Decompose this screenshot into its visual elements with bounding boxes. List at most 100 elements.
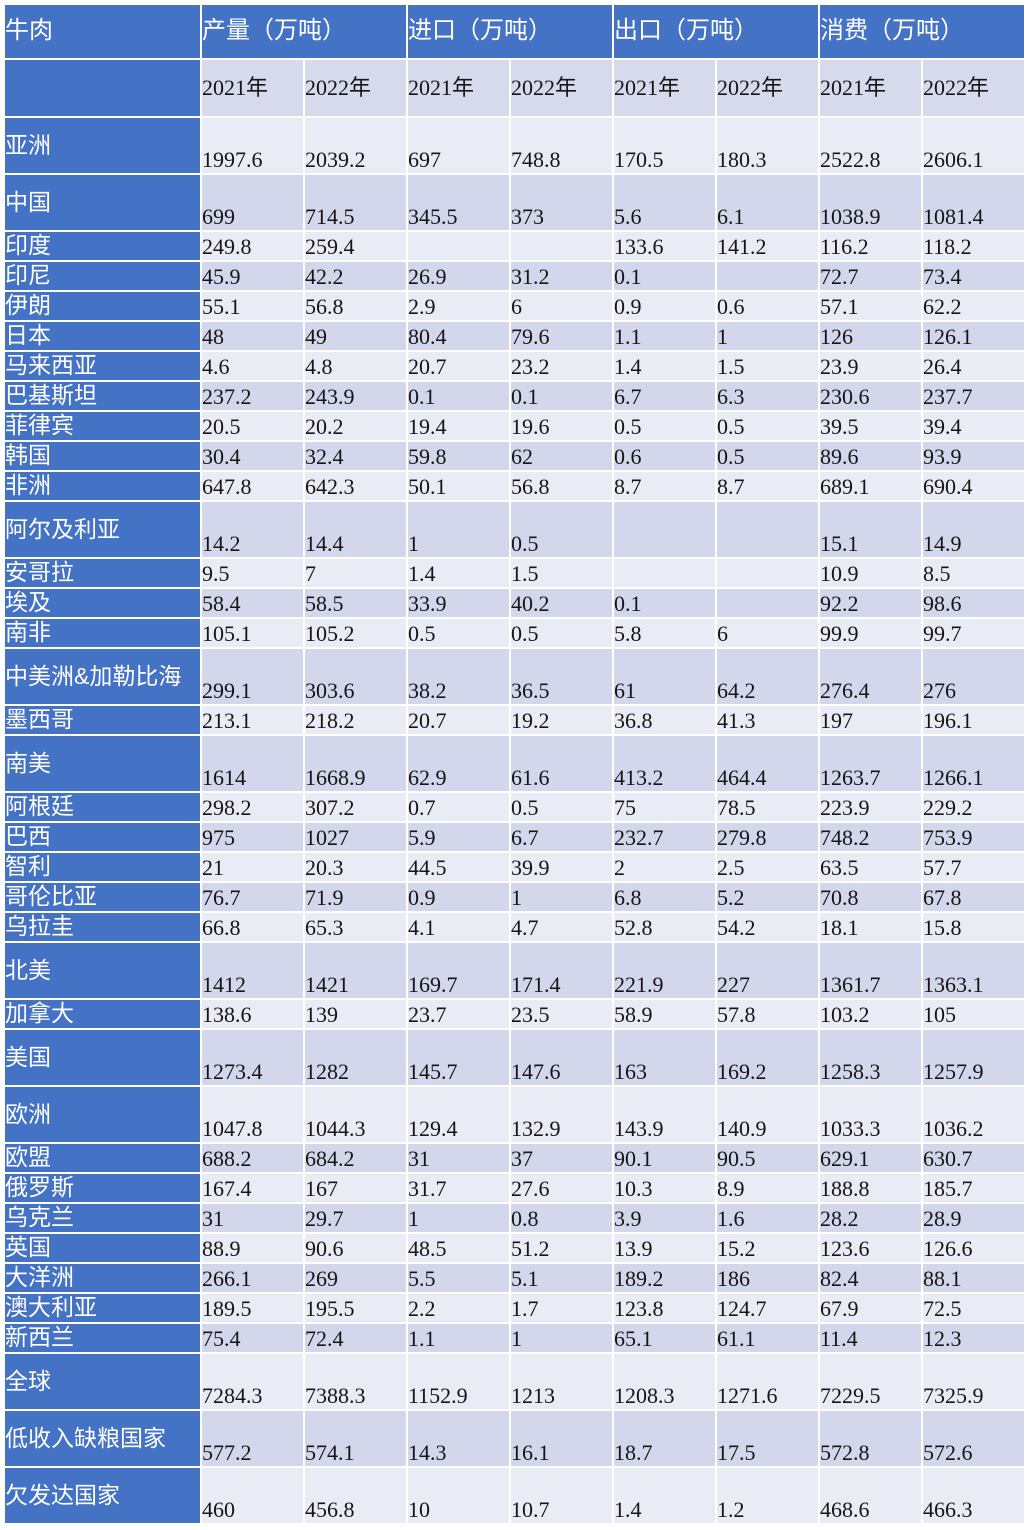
value-cell: 48.5 bbox=[406, 1232, 511, 1264]
value-cell: 41.3 bbox=[715, 704, 820, 736]
value-cell: 196.1 bbox=[921, 704, 1026, 736]
value-cell: 1266.1 bbox=[921, 734, 1026, 793]
value-cell: 103.2 bbox=[818, 998, 923, 1030]
value-cell: 237.7 bbox=[921, 380, 1026, 412]
value-cell: 11.4 bbox=[818, 1322, 923, 1354]
value-cell: 98.6 bbox=[921, 587, 1026, 619]
value-cell: 123.8 bbox=[612, 1292, 717, 1324]
value-cell: 30.4 bbox=[200, 440, 305, 472]
value-cell: 132.9 bbox=[509, 1085, 614, 1144]
table-row: 低收入缺粮国家 577.2 574.1 14.3 16.1 18.7 17.5 572.8 57… bbox=[3, 1409, 1026, 1468]
value-cell: 44.5 bbox=[406, 851, 511, 883]
row-label-cell: 印尼 bbox=[3, 260, 202, 292]
value-cell: 66.8 bbox=[200, 911, 305, 943]
value-cell: 230.6 bbox=[818, 380, 923, 412]
value-cell: 63.5 bbox=[818, 851, 923, 883]
value-cell: 88.1 bbox=[921, 1262, 1026, 1294]
value-cell: 276 bbox=[921, 647, 1026, 706]
row-label-cell: 阿尔及利亚 bbox=[3, 500, 202, 559]
value-cell: 2.5 bbox=[715, 851, 820, 883]
table-row: 美国 1273.4 1282 145.7 147.6 163 169.2 1258.3 1257… bbox=[3, 1028, 1026, 1087]
value-cell: 1363.1 bbox=[921, 941, 1026, 1000]
value-cell: 72.5 bbox=[921, 1292, 1026, 1324]
value-cell: 71.9 bbox=[303, 881, 408, 913]
table-row: 马来西亚 4.6 4.8 20.7 23.2 1.4 1.5 23.9 26.4 bbox=[3, 350, 1026, 382]
value-cell: 75.4 bbox=[200, 1322, 305, 1354]
value-cell: 0.1 bbox=[612, 587, 717, 619]
row-label-cell: 巴基斯坦 bbox=[3, 380, 202, 412]
value-cell: 65.3 bbox=[303, 911, 408, 943]
value-cell: 14.4 bbox=[303, 500, 408, 559]
row-label-cell: 欧洲 bbox=[3, 1085, 202, 1144]
row-label-cell: 安哥拉 bbox=[3, 557, 202, 589]
value-cell: 105 bbox=[921, 998, 1026, 1030]
value-cell: 8.9 bbox=[715, 1172, 820, 1204]
value-cell: 1047.8 bbox=[200, 1085, 305, 1144]
value-cell: 45.9 bbox=[200, 260, 305, 292]
value-cell: 1.6 bbox=[715, 1202, 820, 1234]
value-cell: 16.1 bbox=[509, 1409, 614, 1468]
value-cell: 345.5 bbox=[406, 173, 511, 232]
value-cell: 5.6 bbox=[612, 173, 717, 232]
value-cell: 61.6 bbox=[509, 734, 614, 793]
column-group-header-cell: 进口（万吨） bbox=[406, 3, 614, 60]
value-cell: 1152.9 bbox=[406, 1352, 511, 1411]
row-label-cell: 大洋洲 bbox=[3, 1262, 202, 1294]
value-cell: 1997.6 bbox=[200, 116, 305, 175]
value-cell: 1081.4 bbox=[921, 173, 1026, 232]
table-row: 中国 699 714.5 345.5 373 5.6 6.1 1038.9 1081.4 bbox=[3, 173, 1026, 232]
value-cell: 0.5 bbox=[715, 410, 820, 442]
value-cell: 8.7 bbox=[715, 470, 820, 502]
value-cell: 630.7 bbox=[921, 1142, 1026, 1174]
value-cell: 15.8 bbox=[921, 911, 1026, 943]
value-cell: 7 bbox=[303, 557, 408, 589]
value-cell: 4.1 bbox=[406, 911, 511, 943]
row-label-cell: 智利 bbox=[3, 851, 202, 883]
value-cell: 6.1 bbox=[715, 173, 820, 232]
value-cell: 185.7 bbox=[921, 1172, 1026, 1204]
value-cell: 689.1 bbox=[818, 470, 923, 502]
value-cell: 699 bbox=[200, 173, 305, 232]
row-label-cell: 欠发达国家 bbox=[3, 1466, 202, 1525]
year-header-cell: 2022年 bbox=[921, 58, 1026, 118]
value-cell: 93.9 bbox=[921, 440, 1026, 472]
value-cell: 180.3 bbox=[715, 116, 820, 175]
value-cell: 2.2 bbox=[406, 1292, 511, 1324]
value-cell: 15.2 bbox=[715, 1232, 820, 1264]
value-cell: 0.5 bbox=[715, 440, 820, 472]
row-label-cell: 巴西 bbox=[3, 821, 202, 853]
value-cell: 213.1 bbox=[200, 704, 305, 736]
value-cell: 4.8 bbox=[303, 350, 408, 382]
table-row: 欧盟 688.2 684.2 31 37 90.1 90.5 629.1 630.7 bbox=[3, 1142, 1026, 1174]
value-cell: 0.5 bbox=[509, 617, 614, 649]
value-cell: 6.7 bbox=[612, 380, 717, 412]
table-row: 非洲 647.8 642.3 50.1 56.8 8.7 8.7 689.1 690.4 bbox=[3, 470, 1026, 502]
value-cell: 9.5 bbox=[200, 557, 305, 589]
row-label-cell: 日本 bbox=[3, 320, 202, 352]
row-label-cell: 加拿大 bbox=[3, 998, 202, 1030]
value-cell: 1 bbox=[406, 500, 511, 559]
year-header-cell: 2021年 bbox=[612, 58, 717, 118]
value-cell: 8.5 bbox=[921, 557, 1026, 589]
value-cell: 299.1 bbox=[200, 647, 305, 706]
value-cell: 20.3 bbox=[303, 851, 408, 883]
value-cell: 32.4 bbox=[303, 440, 408, 472]
year-header-cell: 2021年 bbox=[818, 58, 923, 118]
value-cell: 1033.3 bbox=[818, 1085, 923, 1144]
value-cell: 169.2 bbox=[715, 1028, 820, 1087]
table-row: 北美 1412 1421 169.7 171.4 221.9 227 1361.7 1363.1 bbox=[3, 941, 1026, 1000]
table-row: 中美洲&加勒比海 299.1 303.6 38.2 36.5 61 64.2 276.4 276 bbox=[3, 647, 1026, 706]
row-label-cell: 菲律宾 bbox=[3, 410, 202, 442]
value-cell: 167.4 bbox=[200, 1172, 305, 1204]
value-cell: 464.4 bbox=[715, 734, 820, 793]
value-cell: 23.7 bbox=[406, 998, 511, 1030]
value-cell: 1 bbox=[715, 320, 820, 352]
value-cell: 460 bbox=[200, 1466, 305, 1525]
value-cell: 1282 bbox=[303, 1028, 408, 1087]
value-cell: 188.8 bbox=[818, 1172, 923, 1204]
table-row: 乌拉圭 66.8 65.3 4.1 4.7 52.8 54.2 18.1 15.8 bbox=[3, 911, 1026, 943]
value-cell: 6 bbox=[715, 617, 820, 649]
value-cell: 1614 bbox=[200, 734, 305, 793]
table-row: 巴基斯坦 237.2 243.9 0.1 0.1 6.7 6.3 230.6 237.7 bbox=[3, 380, 1026, 412]
value-cell: 4.6 bbox=[200, 350, 305, 382]
